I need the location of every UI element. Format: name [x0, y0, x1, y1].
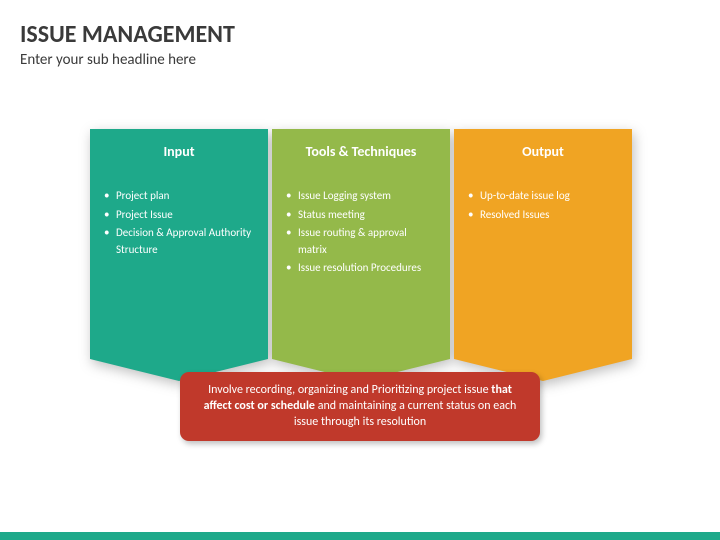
column-output-title: Output: [468, 143, 618, 160]
list-item: Resolved Issues: [468, 207, 618, 224]
list-item: Issue routing & approval matrix: [286, 225, 436, 258]
column-input-list: Project plan Project Issue Decision & Ap…: [104, 188, 254, 258]
columns-container: Input Project plan Project Issue Decisio…: [90, 129, 630, 381]
list-item: Decision & Approval Authority Structure: [104, 225, 254, 258]
list-item: Status meeting: [286, 207, 436, 224]
column-input: Input Project plan Project Issue Decisio…: [90, 129, 268, 381]
list-item: Project Issue: [104, 207, 254, 224]
list-item: Project plan: [104, 188, 254, 205]
column-output-body: Output Up-to-date issue log Resolved Iss…: [454, 129, 632, 359]
column-output: Output Up-to-date issue log Resolved Iss…: [454, 129, 632, 381]
column-tools: Tools & Techniques Issue Logging system …: [272, 129, 450, 381]
list-item: Up-to-date issue log: [468, 188, 618, 205]
list-item: Issue resolution Procedures: [286, 260, 436, 277]
callout-text-pre: Involve recording, organizing and Priori…: [208, 383, 491, 397]
column-output-list: Up-to-date issue log Resolved Issues: [468, 188, 618, 223]
column-tools-list: Issue Logging system Status meeting Issu…: [286, 188, 436, 277]
callout-box: Involve recording, organizing and Priori…: [180, 372, 540, 441]
column-tools-title: Tools & Techniques: [286, 143, 436, 160]
page-title: ISSUE MANAGEMENT: [20, 20, 700, 49]
page-subtitle: Enter your sub headline here: [20, 51, 700, 69]
callout-text-post: and maintaining a current status on each…: [294, 399, 517, 429]
list-item: Issue Logging system: [286, 188, 436, 205]
column-input-body: Input Project plan Project Issue Decisio…: [90, 129, 268, 359]
column-tools-body: Tools & Techniques Issue Logging system …: [272, 129, 450, 359]
header-area: ISSUE MANAGEMENT Enter your sub headline…: [0, 0, 720, 69]
column-input-title: Input: [104, 143, 254, 160]
footer-accent-bar: [0, 532, 720, 540]
